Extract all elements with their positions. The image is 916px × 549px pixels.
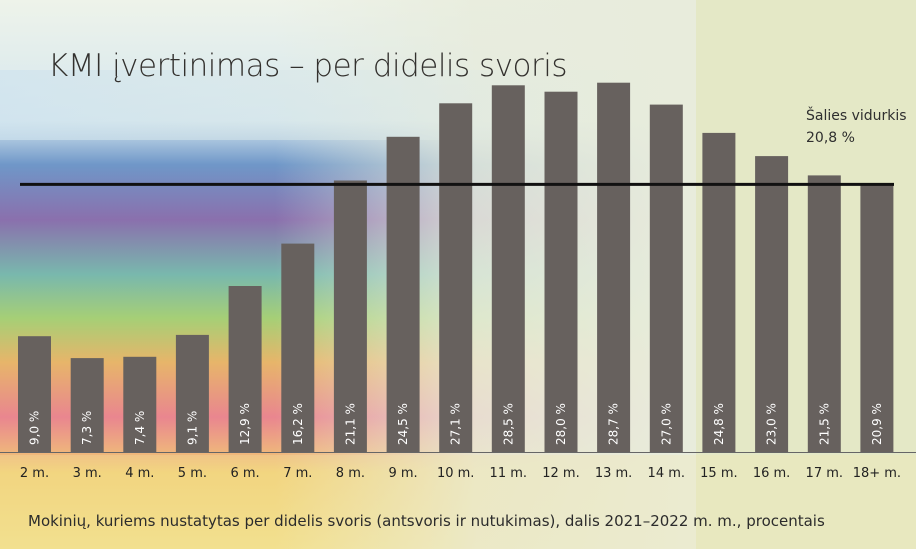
x-tick-label: 18+ m. bbox=[853, 466, 901, 481]
bar-17m bbox=[807, 175, 841, 452]
x-tick-label: 15 m. bbox=[700, 466, 737, 481]
x-tick-label: 14 m. bbox=[648, 466, 685, 481]
bar-2m bbox=[18, 336, 51, 452]
bar-16m bbox=[755, 156, 789, 452]
tick-labels-group: 2 m. 3 m. 4 m. 5 m. 6 m. 7 m. 8 m. 9 m. 10 m. 11 … bbox=[20, 466, 901, 481]
bar-14m bbox=[649, 104, 683, 452]
x-tick-label: 9 m. bbox=[388, 466, 417, 481]
x-tick-label: 10 m. bbox=[437, 466, 474, 481]
average-label-title: Šalies vidurkis bbox=[806, 108, 907, 124]
bar-value-label: 28,5 % bbox=[501, 403, 515, 445]
x-tick-label: 16 m. bbox=[753, 466, 790, 481]
bar-8m bbox=[333, 180, 367, 452]
x-tick-label: 6 m. bbox=[230, 466, 259, 481]
bar-6m bbox=[228, 286, 262, 452]
bar-value-label: 12,9 % bbox=[238, 403, 252, 445]
bar-9m bbox=[386, 136, 420, 453]
bar-10m bbox=[439, 103, 473, 453]
bar-3m bbox=[70, 358, 104, 452]
bar-value-label: 20,9 % bbox=[870, 403, 884, 445]
x-tick-label: 3 m. bbox=[73, 466, 102, 481]
bar-labels-group: 9,0 % 7,3 % 7,4 % 9,1 % 12,9 % 16,2 % 21,1 % 24… bbox=[28, 403, 884, 445]
chart-caption: Mokinių, kuriems nustatytas per didelis … bbox=[28, 512, 825, 530]
bar-value-label: 24,8 % bbox=[712, 403, 726, 445]
x-tick-label: 2 m. bbox=[20, 466, 49, 481]
average-label-value: 20,8 % bbox=[806, 130, 855, 146]
bar-value-label: 27,1 % bbox=[449, 403, 463, 445]
bar-15m bbox=[702, 132, 736, 452]
bar-7m bbox=[281, 243, 315, 452]
bar-4m bbox=[123, 356, 157, 452]
bar-value-label: 9,0 % bbox=[28, 411, 42, 445]
bar-value-label: 16,2 % bbox=[291, 403, 305, 445]
bar-value-label: 24,5 % bbox=[396, 403, 410, 445]
x-tick-label: 17 m. bbox=[806, 466, 843, 481]
x-tick-label: 8 m. bbox=[336, 466, 365, 481]
x-tick-label: 7 m. bbox=[283, 466, 312, 481]
x-tick-label: 4 m. bbox=[125, 466, 154, 481]
x-tick-label: 11 m. bbox=[490, 466, 527, 481]
x-tick-label: 12 m. bbox=[542, 466, 579, 481]
bar-value-label: 27,0 % bbox=[659, 403, 673, 445]
bar-value-label: 21,5 % bbox=[817, 403, 831, 445]
bar-13m bbox=[597, 82, 631, 452]
bar-11m bbox=[491, 85, 525, 453]
bar-value-label: 7,4 % bbox=[133, 411, 147, 445]
bar-value-label: 23,0 % bbox=[765, 403, 779, 445]
bar-5m bbox=[175, 334, 209, 452]
bar-value-label: 7,3 % bbox=[80, 411, 94, 445]
bars-group bbox=[18, 82, 894, 453]
chart-title: KMI įvertinimas – per didelis svoris bbox=[48, 48, 568, 84]
average-label: Šalies vidurkis 20,8 % bbox=[806, 108, 907, 146]
bar-value-label: 28,0 % bbox=[554, 403, 568, 445]
x-tick-label: 5 m. bbox=[178, 466, 207, 481]
bar-value-label: 9,1 % bbox=[185, 411, 199, 445]
bar-value-label: 21,1 % bbox=[343, 403, 357, 445]
bar-18+m bbox=[860, 183, 894, 452]
bar-12m bbox=[544, 91, 578, 452]
bar-value-label: 28,7 % bbox=[607, 403, 621, 445]
x-tick-label: 13 m. bbox=[595, 466, 632, 481]
